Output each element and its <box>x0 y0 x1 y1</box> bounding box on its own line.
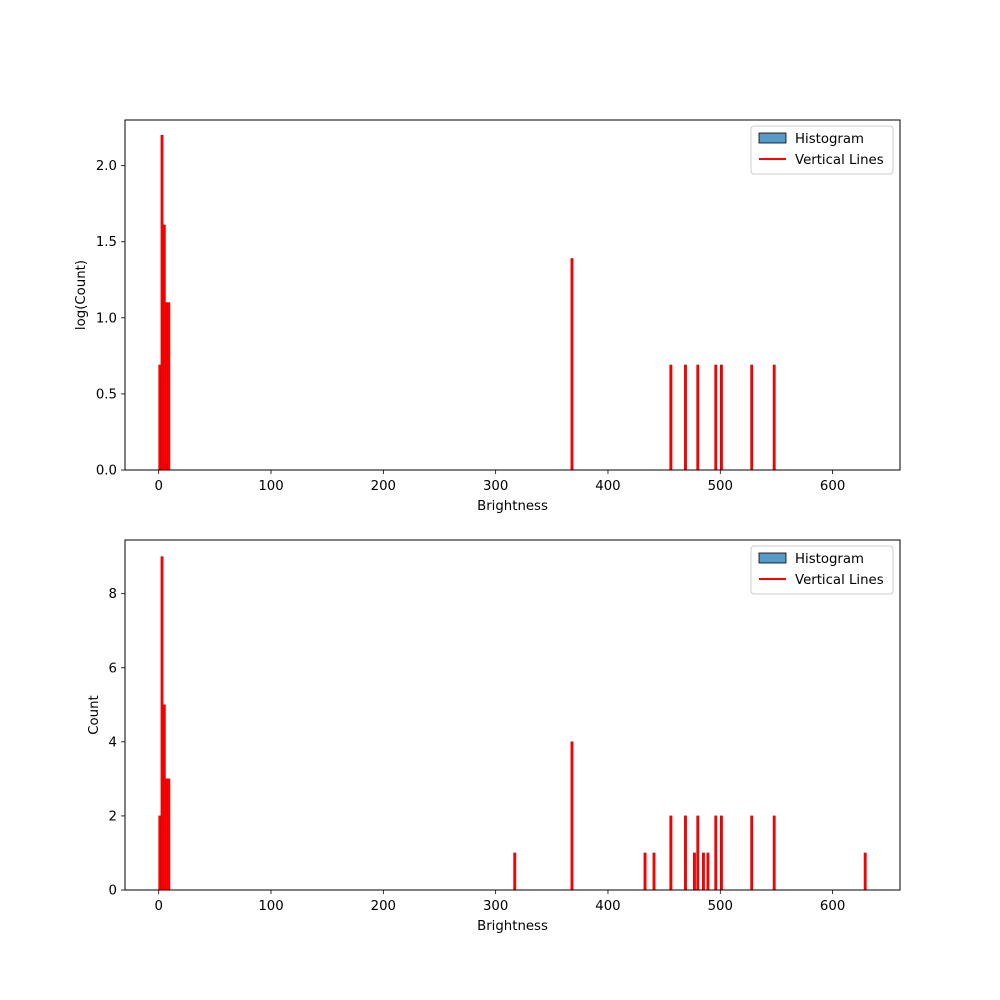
y-tick-label: 0.5 <box>96 387 117 402</box>
x-tick-label: 100 <box>258 899 283 914</box>
x-tick-label: 100 <box>258 479 283 494</box>
bottom-axes: 0 100 200 300 400 500 600 0 2 4 6 8 Brightness Count H… <box>87 539 901 934</box>
axes-frame <box>124 539 901 891</box>
y-tick-label: 0.0 <box>96 464 117 479</box>
x-tick-label: 0 <box>154 479 162 494</box>
legend-swatch-histogram <box>758 132 787 144</box>
legend: Histogram Vertical Lines <box>750 545 894 595</box>
x-tick-label: 400 <box>595 479 620 494</box>
x-tick-label: 300 <box>483 899 508 914</box>
legend-label-histogram: Histogram <box>795 132 864 147</box>
legend-swatch-histogram <box>758 552 787 564</box>
y-tick-label: 8 <box>109 587 117 602</box>
legend-label-lines: Vertical Lines <box>795 153 884 168</box>
bars <box>158 556 867 891</box>
y-tick-label: 4 <box>109 735 117 750</box>
axes-frame <box>124 119 901 471</box>
legend-label-lines: Vertical Lines <box>795 573 884 588</box>
x-tick-label: 0 <box>154 899 162 914</box>
x-tick-label: 400 <box>595 899 620 914</box>
x-axis-label: Brightness <box>477 919 548 934</box>
x-tick-label: 600 <box>820 899 845 914</box>
x-tick-label: 600 <box>820 479 845 494</box>
x-tick-label: 200 <box>371 899 396 914</box>
y-tick-label: 1.0 <box>96 311 117 326</box>
top-axes: 0 100 200 300 400 500 600 0.0 0.5 1.0 1.5 2.0 Bright… <box>74 119 901 514</box>
y-tick-label: 2 <box>109 809 117 824</box>
y-tick-label: 1.5 <box>96 235 117 250</box>
legend-label-histogram: Histogram <box>795 552 864 567</box>
legend-frame <box>750 545 894 595</box>
x-tick-label: 500 <box>708 899 733 914</box>
y-tick-label: 0 <box>109 884 117 899</box>
x-axis-label: Brightness <box>477 499 548 514</box>
y-tick-label: 6 <box>109 661 117 676</box>
legend: Histogram Vertical Lines <box>750 125 894 175</box>
x-tick-label: 200 <box>371 479 396 494</box>
x-tick-label: 300 <box>483 479 508 494</box>
y-axis-label: Count <box>87 695 102 735</box>
y-axis-label: log(Count) <box>74 260 89 330</box>
legend-frame <box>750 125 894 175</box>
y-tick-label: 2.0 <box>96 159 117 174</box>
x-tick-label: 500 <box>708 479 733 494</box>
